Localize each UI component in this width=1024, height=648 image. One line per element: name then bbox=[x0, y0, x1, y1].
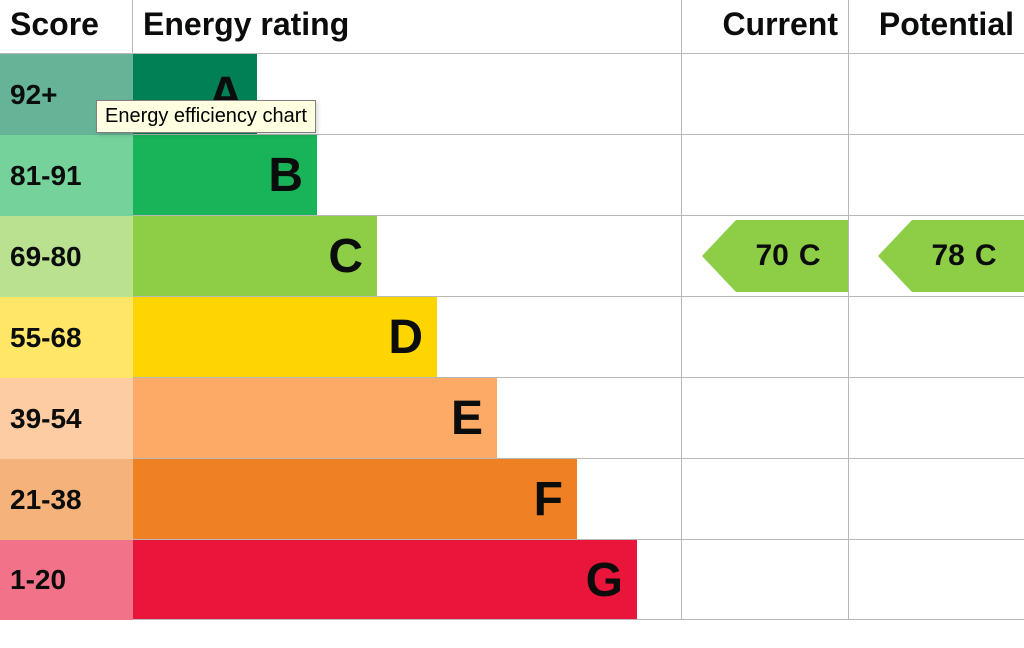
current-cell bbox=[682, 297, 849, 378]
header-row: Score Energy rating Current Potential bbox=[0, 0, 1024, 54]
potential-cell bbox=[849, 540, 1024, 620]
current-cell bbox=[682, 135, 849, 216]
score-range: 55-68 bbox=[10, 322, 82, 354]
band-row-g: G1-20 bbox=[0, 540, 1024, 620]
score-range: 39-54 bbox=[10, 403, 82, 435]
energy-rating-chart: Score Energy rating Current Potential A9… bbox=[0, 0, 1024, 620]
header-potential: Potential bbox=[849, 0, 1024, 53]
potential-cell bbox=[849, 54, 1024, 135]
pointer-letter: C bbox=[975, 239, 997, 273]
score-range: 81-91 bbox=[10, 160, 82, 192]
potential-cell bbox=[849, 297, 1024, 378]
score-range: 69-80 bbox=[10, 241, 82, 273]
header-score: Score bbox=[0, 0, 133, 53]
current-cell bbox=[682, 54, 849, 135]
band-row-c: C69-8070C78C bbox=[0, 216, 1024, 297]
current-pointer: 70 C bbox=[702, 220, 848, 292]
current-cell bbox=[682, 378, 849, 459]
current-cell bbox=[682, 540, 849, 620]
band-row-f: F21-38 bbox=[0, 459, 1024, 540]
pointer-score: 78 bbox=[931, 239, 964, 273]
band-row-b: B81-91 bbox=[0, 135, 1024, 216]
header-current: Current bbox=[682, 0, 849, 53]
tooltip: Energy efficiency chart bbox=[96, 100, 316, 133]
potential-cell: 78 C bbox=[849, 216, 1024, 297]
pointer-letter: C bbox=[799, 239, 821, 273]
score-range: 21-38 bbox=[10, 484, 82, 516]
pointer-score: 70 bbox=[755, 239, 788, 273]
potential-cell bbox=[849, 459, 1024, 540]
score-range: 92+ bbox=[10, 79, 58, 111]
pointer-arrow-icon bbox=[702, 220, 736, 292]
score-range: 1-20 bbox=[10, 564, 66, 596]
potential-cell bbox=[849, 135, 1024, 216]
pointer-arrow-icon bbox=[878, 220, 912, 292]
current-cell bbox=[682, 459, 849, 540]
band-row-d: D55-68 bbox=[0, 297, 1024, 378]
potential-pointer: 78 C bbox=[878, 220, 1024, 292]
header-rating: Energy rating bbox=[133, 0, 682, 53]
band-row-e: E39-54 bbox=[0, 378, 1024, 459]
current-cell: 70 C bbox=[682, 216, 849, 297]
potential-cell bbox=[849, 378, 1024, 459]
